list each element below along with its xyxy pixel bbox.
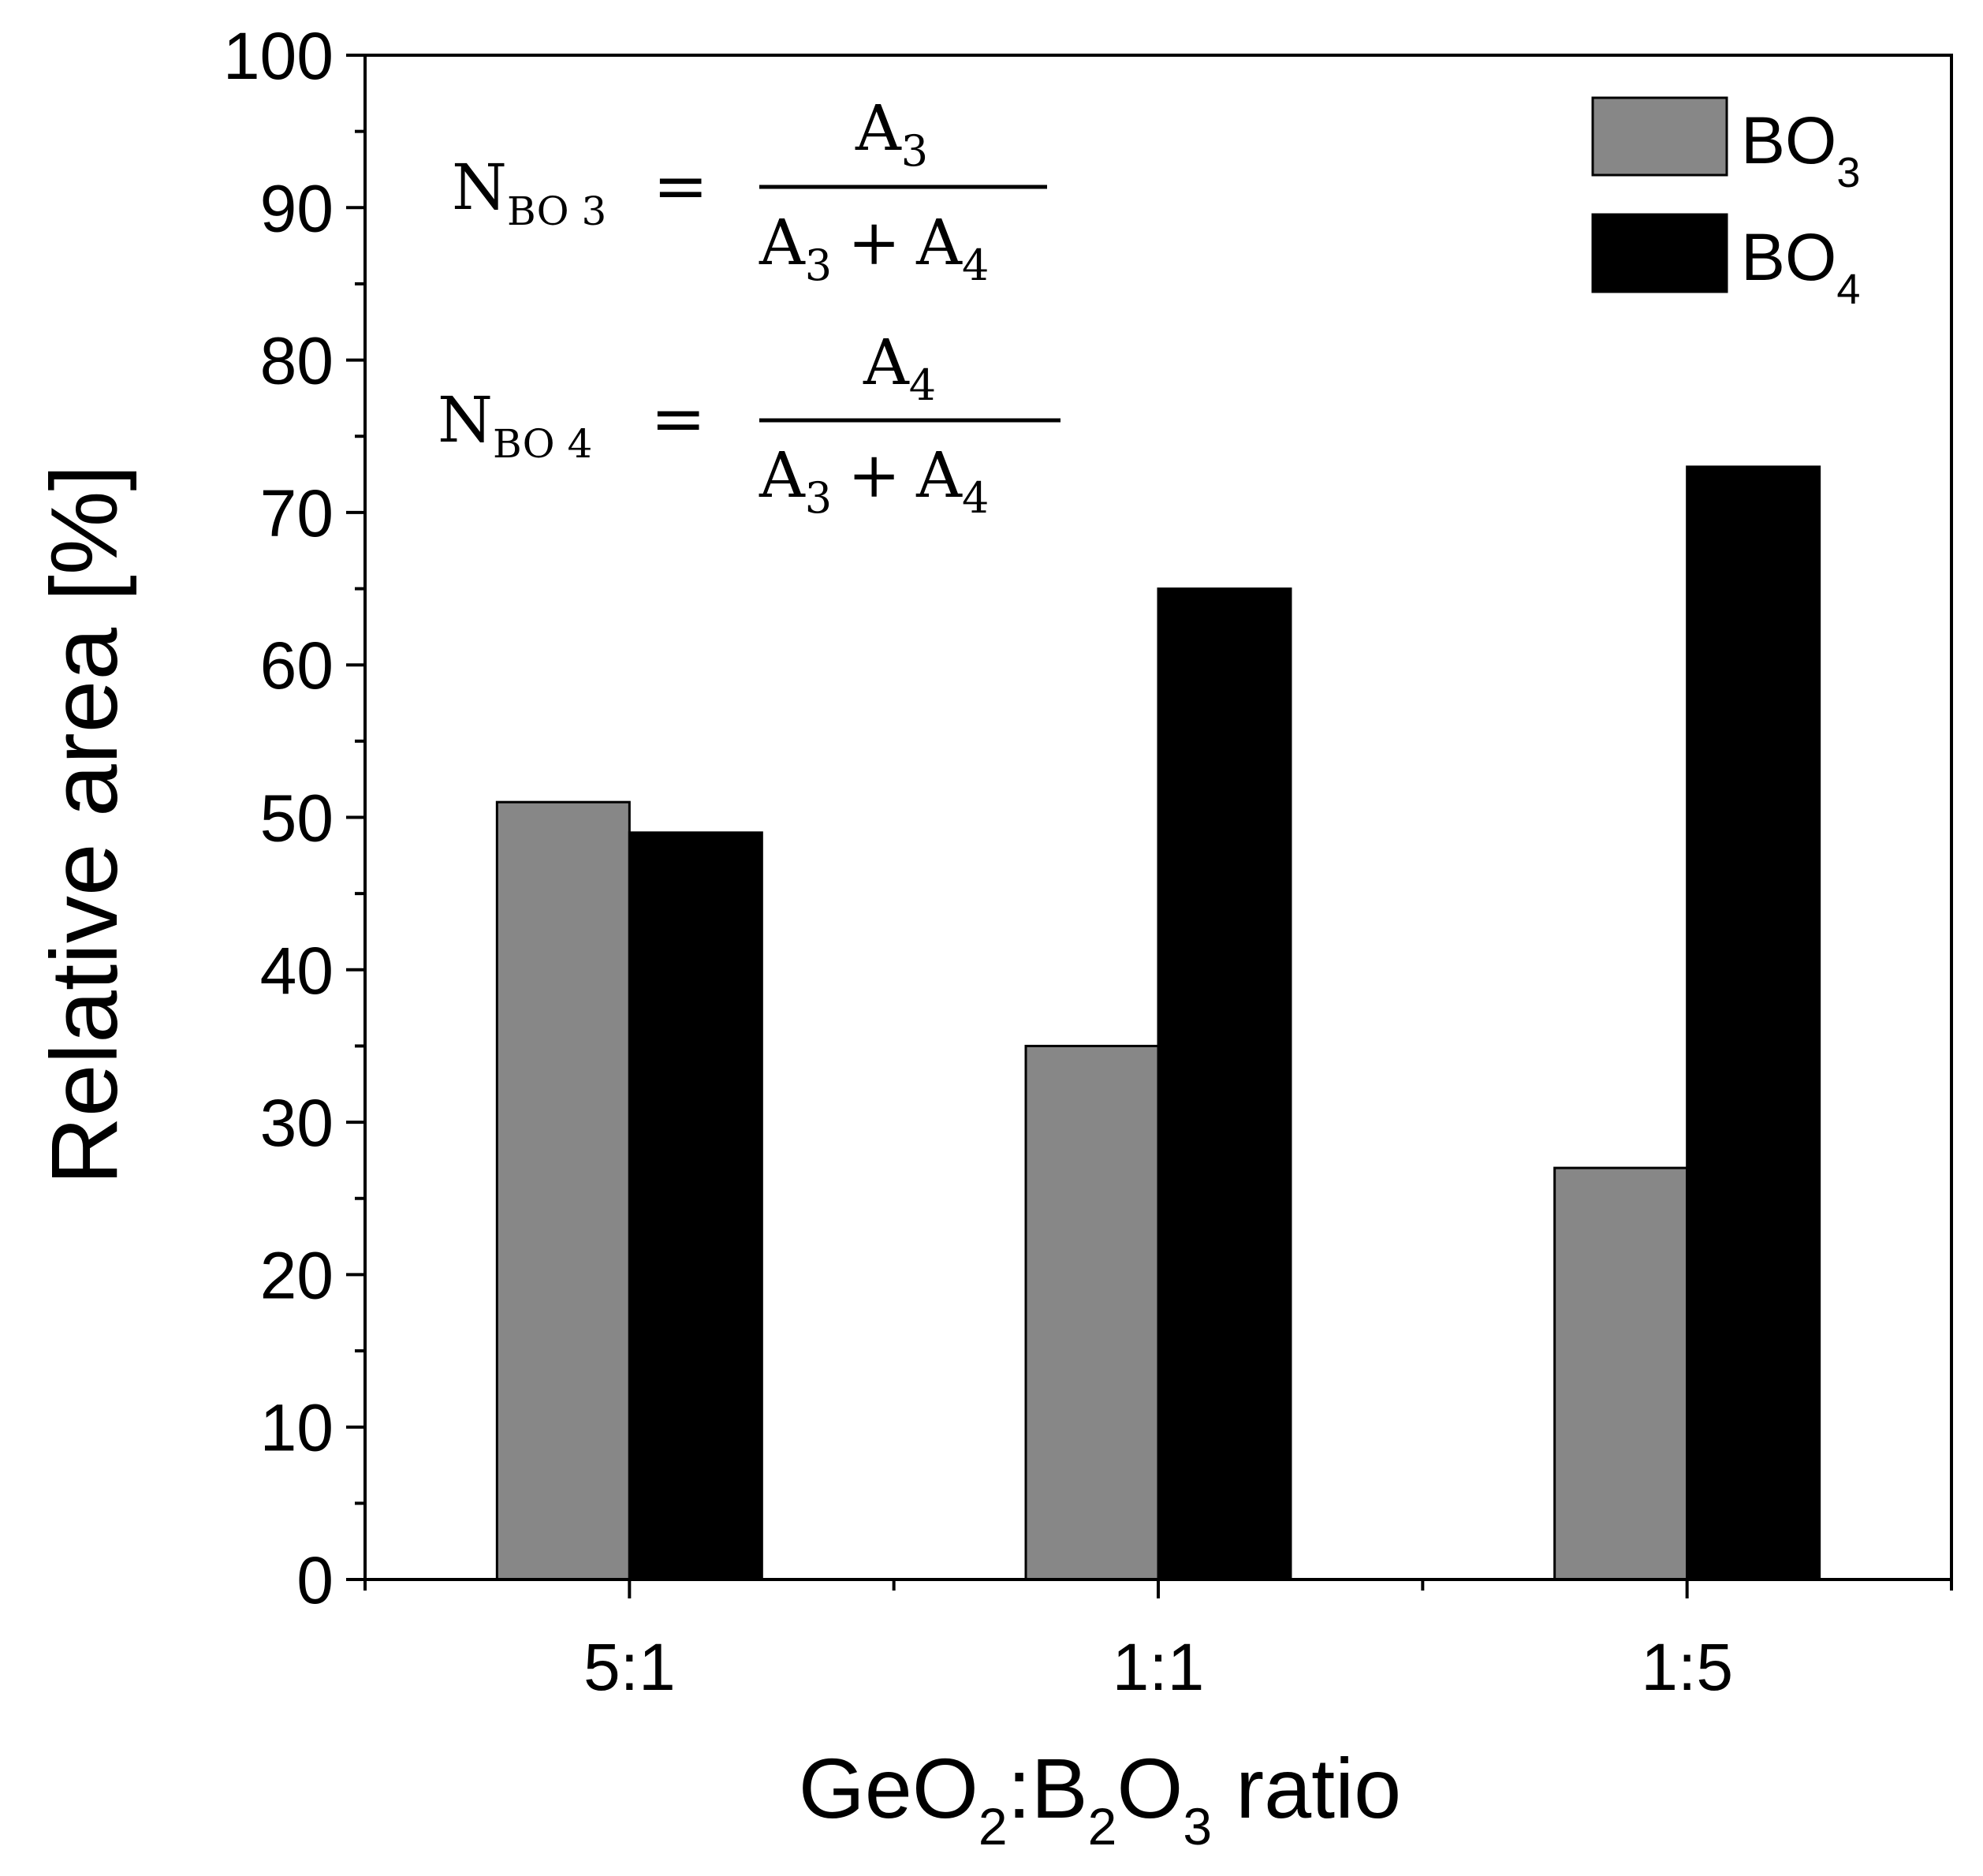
bar-bo3-5-1 <box>495 800 631 1581</box>
eq2-equals: = <box>650 380 706 457</box>
eq1-denominator: A3 + A4 <box>759 206 989 290</box>
bar-bo4-1-5 <box>1686 465 1821 1581</box>
legend: BO3 BO4 <box>1591 96 1860 313</box>
equation-nbo3: NBO 3 = A3 A3 + A4 <box>452 91 1047 290</box>
legend-label-bo3: BO3 <box>1741 103 1860 196</box>
legend-swatch-bo4 <box>1591 213 1728 293</box>
y-axis-title: Relative area [%] <box>32 464 137 1185</box>
x-axis-title: GeO2:B2O3 ratio <box>799 1740 1401 1855</box>
y-tick-label: 10 <box>260 1391 334 1465</box>
y-tick-label: 100 <box>223 19 334 93</box>
x-tick-label: 1:1 <box>1113 1630 1205 1704</box>
y-axis: 0 10 20 30 40 50 60 70 80 90 100 <box>223 19 365 1617</box>
eq1-numerator: A3 <box>855 91 928 176</box>
bars-group <box>495 465 1821 1581</box>
y-tick-label: 60 <box>260 628 334 703</box>
y-tick-label: 90 <box>260 171 334 245</box>
y-tick-label: 0 <box>296 1543 334 1617</box>
y-tick-label: 40 <box>260 934 334 1008</box>
x-tick-label: 5:1 <box>583 1630 676 1704</box>
eq2-denominator: A3 + A4 <box>759 438 989 523</box>
bar-bo4-1-1 <box>1157 587 1292 1581</box>
bar-bo3-1-5 <box>1553 1166 1689 1581</box>
x-tick-label: 1:5 <box>1641 1630 1733 1704</box>
y-tick-label: 50 <box>260 781 334 856</box>
legend-swatch-bo3 <box>1591 96 1728 177</box>
bar-bo4-5-1 <box>628 831 763 1581</box>
y-tick-label: 30 <box>260 1086 334 1160</box>
bar-bo3-1-1 <box>1024 1044 1160 1581</box>
legend-label-bo4: BO4 <box>1741 220 1860 313</box>
eq2-numerator: A4 <box>863 326 936 410</box>
eq1-equals: = <box>653 147 708 225</box>
y-tick-label: 20 <box>260 1238 334 1312</box>
y-tick-label: 80 <box>260 324 334 398</box>
x-axis: 5:1 1:1 1:5 <box>363 1579 1953 1704</box>
eq1-lhs: NBO 3 <box>452 151 606 234</box>
y-tick-label: 70 <box>260 476 334 550</box>
equation-nbo4: NBO 4 = A4 A3 + A4 <box>438 326 1060 523</box>
eq2-lhs: NBO 4 <box>438 383 592 467</box>
